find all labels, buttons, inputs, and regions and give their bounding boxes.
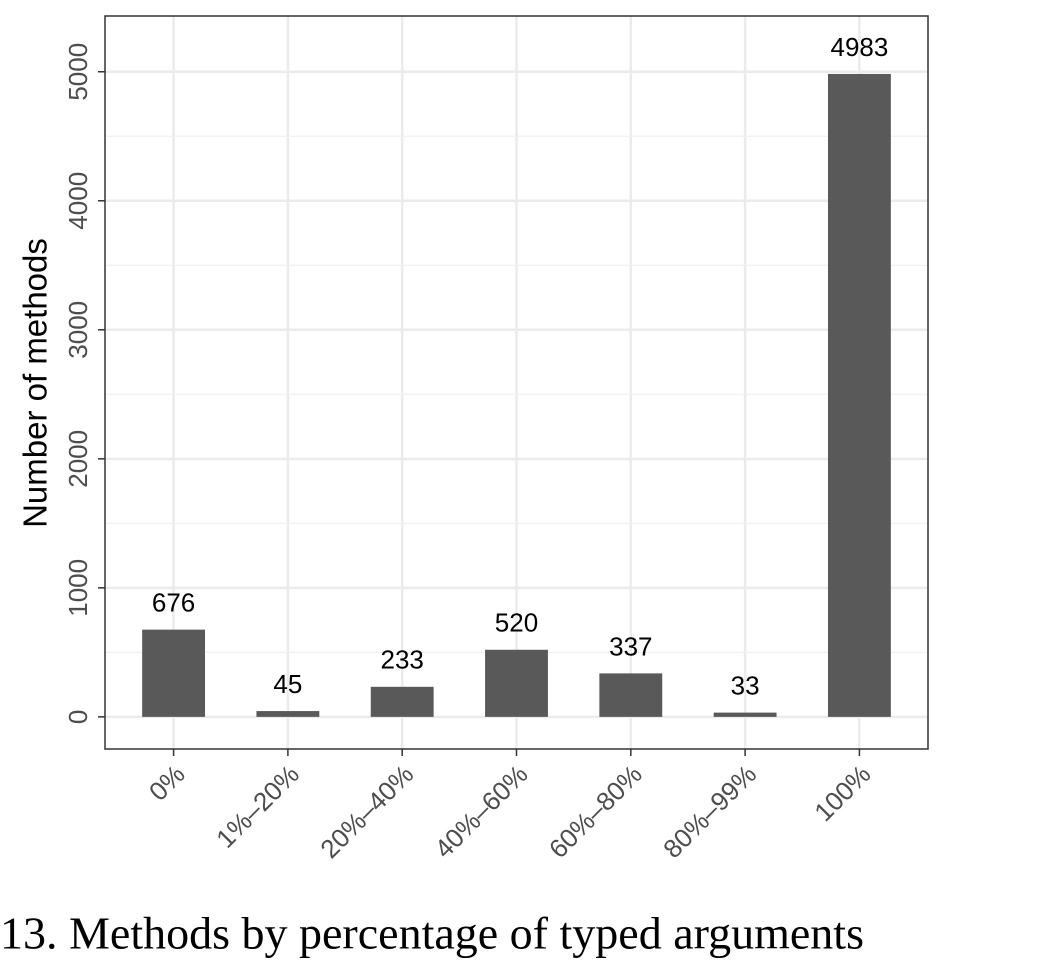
value-label: 33 bbox=[731, 670, 760, 700]
bar bbox=[142, 629, 206, 717]
bar bbox=[827, 73, 891, 717]
bar bbox=[370, 686, 434, 717]
value-label: 4983 bbox=[830, 32, 888, 62]
y-tick-label: 3000 bbox=[63, 301, 93, 359]
value-label: 676 bbox=[152, 588, 195, 618]
value-label: 233 bbox=[380, 645, 423, 675]
bar bbox=[256, 711, 320, 717]
value-label: 337 bbox=[609, 631, 652, 661]
y-tick-label: 2000 bbox=[63, 430, 93, 488]
value-label: 45 bbox=[273, 669, 302, 699]
bar bbox=[713, 712, 777, 717]
value-label: 520 bbox=[495, 608, 538, 638]
y-tick-label: 1000 bbox=[63, 559, 93, 617]
y-tick-label: 0 bbox=[63, 710, 93, 724]
caption: 13. Methods by percentage of typed argum… bbox=[0, 908, 864, 959]
y-axis-label: Number of methods bbox=[17, 238, 54, 528]
bar bbox=[599, 673, 663, 717]
y-tick-label: 4000 bbox=[63, 172, 93, 230]
bars bbox=[142, 73, 891, 717]
y-tick-label: 5000 bbox=[63, 43, 93, 101]
bar bbox=[485, 649, 548, 717]
